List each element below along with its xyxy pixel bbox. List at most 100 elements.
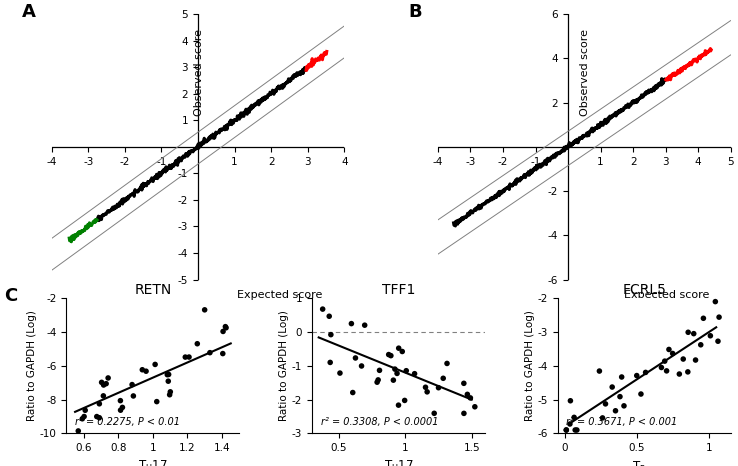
Point — [689, 356, 701, 364]
Point — [78, 413, 90, 420]
Point — [389, 365, 401, 373]
Point — [438, 375, 449, 382]
Point — [94, 414, 106, 421]
Point — [191, 340, 203, 348]
Point — [114, 397, 126, 404]
Point — [677, 355, 689, 363]
Y-axis label: Ratio to GAPDH (Log): Ratio to GAPDH (Log) — [279, 310, 289, 421]
Point — [599, 400, 611, 408]
Point — [149, 361, 161, 368]
Point — [441, 360, 453, 367]
X-axis label: T$_{\rm H}$17: T$_{\rm H}$17 — [384, 459, 413, 466]
Point — [571, 426, 583, 434]
Point — [565, 397, 576, 404]
Point — [640, 369, 652, 376]
Point — [709, 298, 721, 305]
Point — [712, 337, 724, 345]
Point — [399, 397, 410, 404]
Point — [204, 349, 215, 356]
Point — [163, 371, 175, 378]
Point — [96, 378, 108, 386]
Point — [372, 376, 384, 384]
Point — [162, 371, 173, 378]
Point — [359, 322, 370, 329]
Point — [323, 313, 335, 320]
Point — [688, 330, 700, 337]
Point — [596, 414, 608, 422]
Point — [334, 370, 346, 377]
Point — [137, 366, 148, 373]
Point — [655, 364, 667, 371]
Point — [103, 374, 114, 382]
Point — [356, 362, 368, 370]
Point — [469, 403, 480, 411]
Point — [126, 381, 138, 388]
Point — [77, 415, 89, 423]
Text: r² = 0.3308, P < 0.0001: r² = 0.3308, P < 0.0001 — [321, 417, 438, 427]
Point — [695, 341, 707, 349]
Point — [97, 392, 109, 399]
Text: B: B — [409, 3, 422, 21]
Point — [114, 406, 126, 414]
Point — [94, 400, 106, 408]
Y-axis label: Ratio to GAPDH (Log): Ratio to GAPDH (Log) — [525, 310, 535, 421]
Point — [659, 357, 671, 365]
Point — [682, 368, 694, 376]
Text: C: C — [4, 287, 17, 305]
Point — [421, 388, 433, 396]
Point — [461, 391, 473, 398]
Point — [607, 384, 618, 391]
Point — [347, 389, 359, 396]
Point — [91, 413, 103, 420]
Point — [128, 392, 139, 400]
Text: r² = 0.3671, P < 0.001: r² = 0.3671, P < 0.001 — [566, 417, 677, 427]
Point — [345, 320, 357, 327]
Point — [464, 394, 476, 402]
Point — [560, 426, 572, 434]
Point — [568, 414, 580, 421]
Point — [564, 420, 576, 428]
Point — [614, 393, 626, 400]
Point — [383, 351, 395, 358]
Y-axis label: Observed score: Observed score — [194, 29, 204, 116]
Point — [631, 372, 643, 379]
Point — [317, 305, 328, 313]
Point — [393, 401, 404, 409]
X-axis label: T$_{\rm Reg}$: T$_{\rm Reg}$ — [632, 459, 656, 466]
Title: FCRL5: FCRL5 — [622, 283, 666, 297]
Point — [618, 402, 630, 410]
Y-axis label: Ratio to GAPDH (Log): Ratio to GAPDH (Log) — [27, 310, 37, 421]
Point — [458, 410, 470, 417]
X-axis label: Expected score: Expected score — [624, 290, 709, 300]
X-axis label: Expected score: Expected score — [237, 290, 323, 300]
Point — [393, 344, 404, 352]
Point — [713, 314, 725, 321]
Point — [560, 426, 572, 434]
Point — [635, 391, 646, 398]
Point — [391, 370, 403, 377]
Point — [569, 426, 581, 434]
Point — [682, 329, 694, 336]
Point — [396, 348, 408, 355]
Point — [140, 368, 152, 375]
Point — [162, 377, 174, 385]
Point — [183, 353, 195, 361]
Point — [100, 380, 112, 387]
Point — [387, 377, 399, 384]
Point — [220, 324, 232, 331]
Point — [674, 370, 686, 378]
Point — [697, 315, 709, 322]
Point — [199, 306, 210, 314]
Point — [371, 378, 383, 386]
Title: TFF1: TFF1 — [382, 283, 415, 297]
Point — [72, 427, 84, 435]
Point — [420, 384, 432, 391]
Point — [324, 359, 336, 366]
Point — [373, 367, 385, 374]
Point — [79, 406, 91, 414]
Point — [179, 353, 191, 361]
Point — [165, 388, 176, 396]
Point — [610, 407, 621, 414]
Point — [385, 352, 397, 359]
Point — [666, 350, 678, 357]
